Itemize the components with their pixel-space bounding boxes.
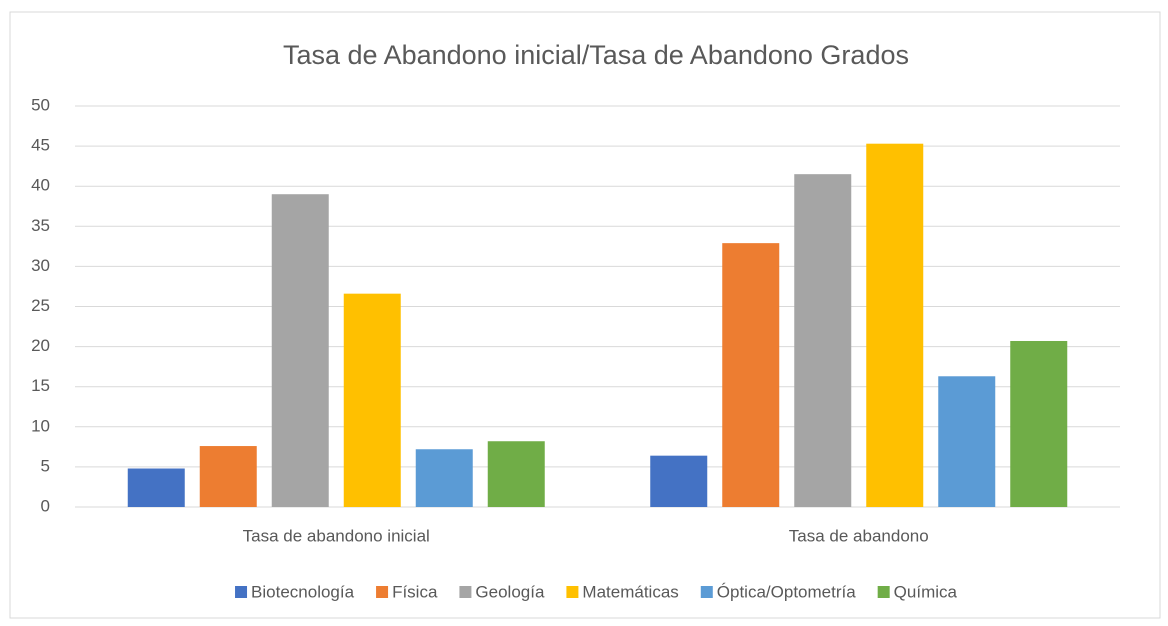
bar [722, 243, 780, 507]
y-tick-label: 20 [31, 336, 50, 355]
legend-label: Biotecnología [251, 582, 355, 601]
y-tick-label: 50 [31, 95, 50, 114]
bar [650, 455, 708, 507]
legend-swatch [376, 586, 389, 598]
y-tick-label: 40 [31, 176, 50, 195]
bar [199, 446, 257, 507]
legend-label: Geología [475, 582, 545, 601]
legend-swatch [700, 586, 713, 598]
y-tick-label: 10 [31, 416, 50, 435]
chart-title: Tasa de Abandono inicial/Tasa de Abandon… [283, 40, 909, 70]
y-tick-label: 0 [41, 496, 50, 515]
legend-swatch [566, 586, 579, 598]
legend-label: Química [894, 582, 958, 601]
y-tick-label: 35 [31, 216, 50, 235]
y-tick-label: 30 [31, 256, 50, 275]
bar [415, 449, 473, 507]
y-tick-label: 5 [41, 456, 50, 475]
bar [487, 441, 545, 507]
legend-swatch [877, 586, 890, 598]
legend-label: Matemáticas [582, 582, 678, 601]
bar [343, 293, 401, 507]
bar [271, 194, 329, 507]
legend-label: Física [392, 582, 438, 601]
legend-swatch [235, 586, 248, 598]
y-tick-label: 25 [31, 296, 50, 315]
legend-label: Óptica/Optometría [717, 582, 856, 601]
legend-swatch [459, 586, 472, 598]
y-tick-label: 45 [31, 136, 50, 155]
bar [1010, 340, 1068, 507]
bar [866, 143, 924, 507]
bar [938, 376, 996, 507]
bar [794, 174, 852, 508]
y-tick-label: 15 [31, 376, 50, 395]
x-tick-label: Tasa de abandono [789, 526, 929, 545]
x-tick-label: Tasa de abandono inicial [243, 526, 430, 545]
chart-border [9, 11, 1161, 619]
bar [127, 468, 185, 507]
